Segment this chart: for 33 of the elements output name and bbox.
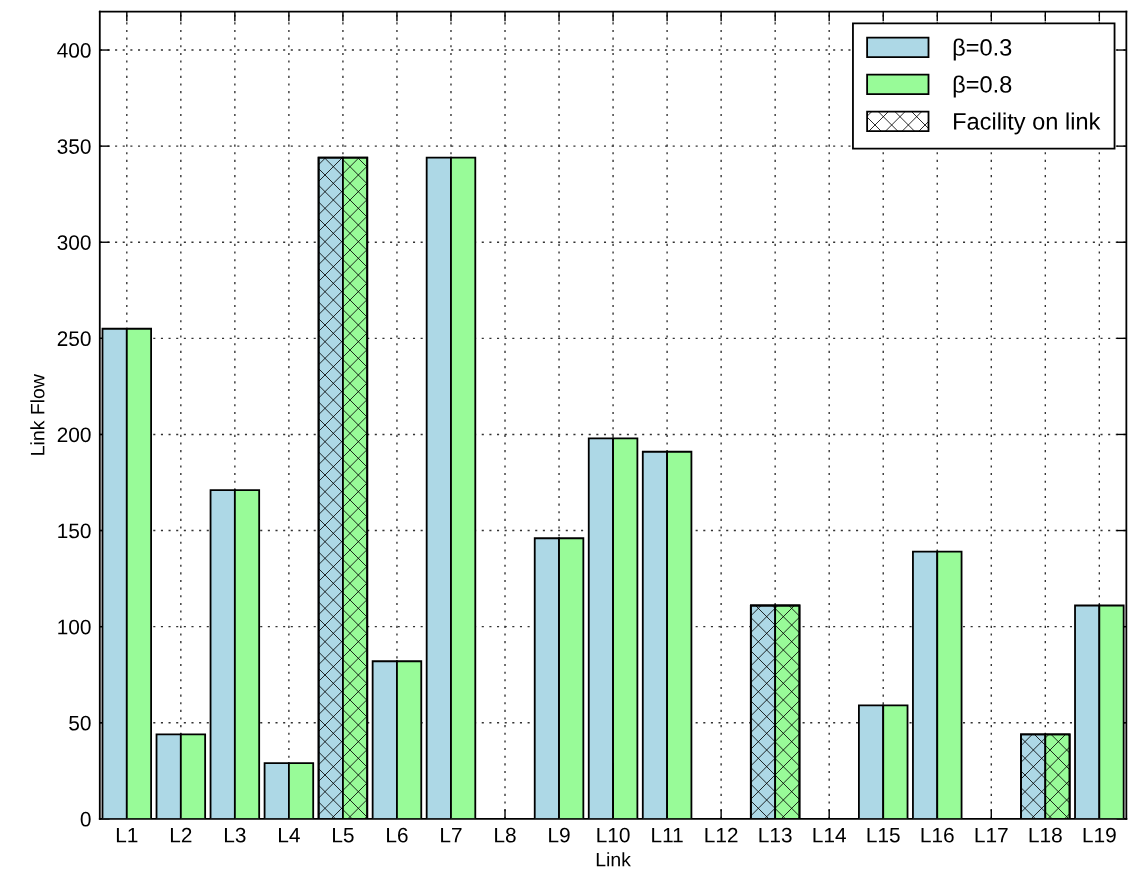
x-tick-label: L18 <box>1029 827 1062 843</box>
x-tick-label: L1 <box>116 827 138 843</box>
x-tick-label: L8 <box>495 827 516 843</box>
y-tick-label: 0 <box>80 811 91 827</box>
legend-label: Facility on link <box>954 112 1101 135</box>
y-axis-title: Link Flow <box>30 374 45 455</box>
x-tick-label: L10 <box>597 827 630 843</box>
legend-label: β=0.3 <box>953 38 1012 61</box>
x-tick-label: L11 <box>652 827 683 843</box>
y-tick-label: 50 <box>69 715 91 731</box>
y-tick-label: 250 <box>57 331 91 347</box>
x-tick-label: L14 <box>813 827 846 843</box>
x-tick-label: L17 <box>975 827 1008 843</box>
x-tick-label: L12 <box>705 827 738 843</box>
x-tick-label: L16 <box>921 827 954 843</box>
x-axis-title: Link <box>596 852 631 867</box>
x-tick-label: L7 <box>441 827 462 843</box>
x-tick-label: L9 <box>549 827 570 843</box>
x-tick-label: L6 <box>387 827 408 843</box>
x-tick-label: L2 <box>170 827 192 843</box>
x-tick-label: L5 <box>333 827 354 843</box>
y-tick-label: 300 <box>57 235 91 250</box>
y-tick-label: 150 <box>58 523 91 539</box>
x-tick-label: L3 <box>224 827 246 843</box>
y-tick-label: 350 <box>57 139 91 154</box>
legend-label: β=0.8 <box>953 75 1012 98</box>
x-tick-label: L15 <box>867 827 900 843</box>
y-tick-label: 400 <box>57 43 91 58</box>
x-tick-label: L13 <box>759 827 792 843</box>
y-tick-label: 100 <box>58 619 91 635</box>
x-tick-label: L4 <box>279 827 300 843</box>
x-tick-label: L19 <box>1083 827 1116 843</box>
y-tick-label: 200 <box>57 427 91 443</box>
